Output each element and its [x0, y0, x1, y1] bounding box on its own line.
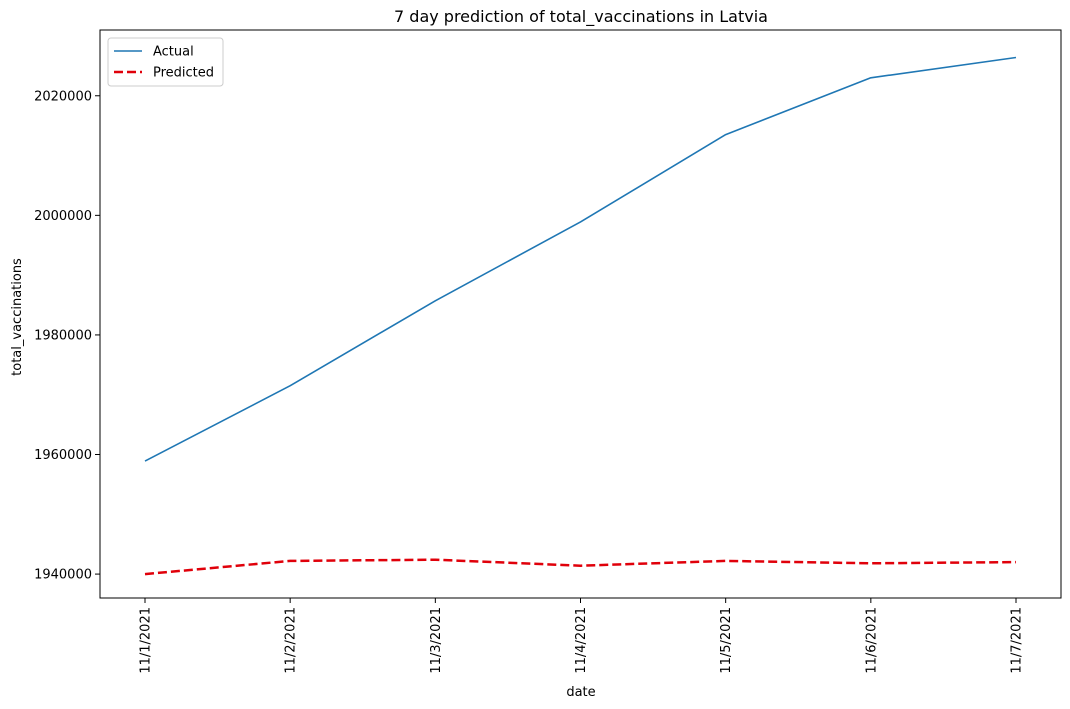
series-line-actual — [144, 56, 1017, 462]
y-axis-label: total_vaccinations — [10, 258, 25, 376]
x-tick-label: 11/5/2021 — [719, 607, 734, 674]
axes-frame — [99, 29, 1062, 599]
x-tick-label: 11/1/2021 — [139, 607, 154, 674]
y-tick-label: 2020000 — [34, 89, 92, 104]
x-tick-label: 11/3/2021 — [429, 607, 444, 674]
chart-title: 7 day prediction of total_vaccinations i… — [394, 7, 768, 27]
x-tick-label: 11/7/2021 — [1010, 607, 1025, 674]
plot-area: 1940000 1960000 1980000 2000000 2020000 11/1/… — [34, 29, 1062, 674]
series-line-predicted — [144, 558, 1017, 576]
y-tick-label: 2000000 — [34, 209, 92, 224]
legend-box — [107, 37, 224, 87]
x-tick-label: 11/4/2021 — [574, 607, 589, 674]
legend-label-predicted: Predicted — [153, 66, 214, 81]
x-tick-label: 11/6/2021 — [864, 607, 879, 674]
y-tick-label: 1940000 — [34, 568, 92, 583]
x-axis-label: date — [566, 685, 595, 700]
legend-label-actual: Actual — [153, 45, 194, 60]
x-tick-label: 11/2/2021 — [284, 607, 299, 674]
y-tick-label: 1960000 — [34, 448, 92, 463]
y-tick-label: 1980000 — [34, 328, 92, 343]
